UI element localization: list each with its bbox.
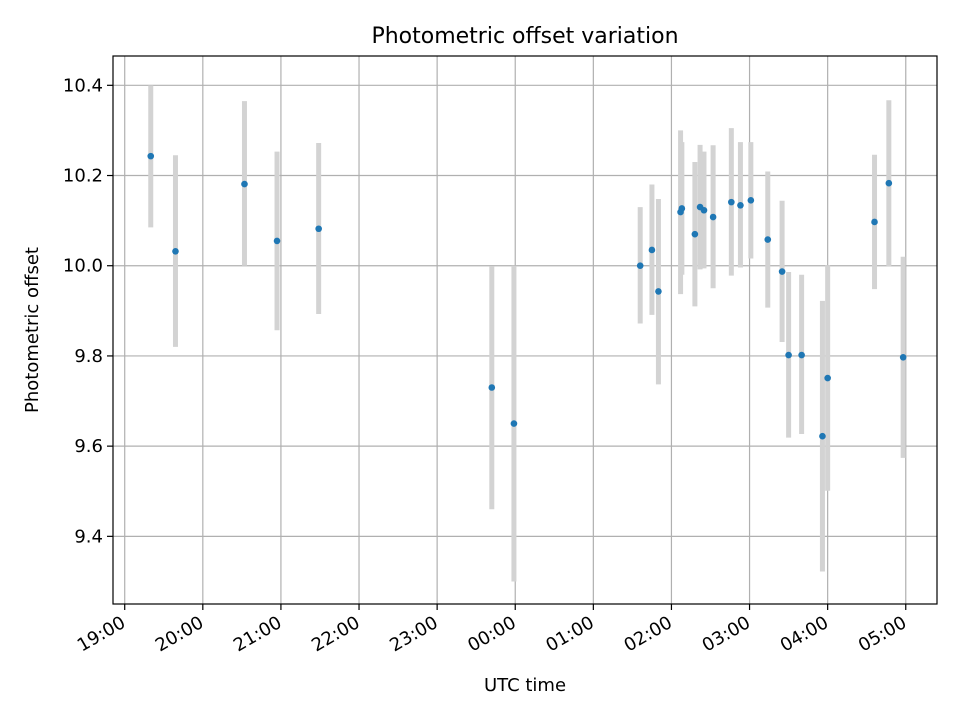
- data-point: [709, 213, 717, 221]
- y-tick-label: 9.4: [74, 526, 103, 547]
- data-point: [147, 152, 155, 160]
- data-point: [764, 236, 772, 243]
- data-point: [315, 225, 322, 233]
- y-tick-label: 10.4: [63, 75, 103, 96]
- data-point: [819, 432, 826, 440]
- y-tick-label: 9.8: [74, 346, 103, 367]
- data-point: [778, 268, 786, 275]
- data-point: [728, 198, 735, 206]
- data-point: [648, 246, 656, 254]
- data-point: [510, 420, 518, 427]
- data-point: [871, 218, 878, 226]
- y-tick-label: 10.2: [63, 166, 103, 187]
- data-point: [824, 374, 831, 382]
- data-point: [172, 247, 179, 255]
- y-tick-label: 9.6: [74, 436, 103, 457]
- data-point: [655, 288, 662, 295]
- data-point: [691, 230, 699, 238]
- data-point: [678, 205, 686, 212]
- data-point: [737, 201, 744, 209]
- data-point: [885, 179, 893, 187]
- x-axis-label: UTC time: [484, 675, 566, 696]
- data-point: [700, 206, 708, 214]
- data-point: [241, 180, 248, 188]
- data-point: [785, 351, 792, 359]
- data-point: [899, 353, 907, 361]
- data-point: [747, 197, 755, 204]
- data-points: [147, 152, 907, 440]
- data-point: [488, 384, 496, 391]
- data-point: [798, 351, 805, 359]
- chart-title: Photometric offset variation: [371, 24, 678, 49]
- y-axis-label: Photometric offset: [22, 247, 43, 413]
- data-point: [636, 262, 644, 270]
- y-axis-ticks: 9.4 9.6 9.8 10.0 10.2 10.4: [63, 75, 113, 547]
- data-point: [273, 237, 281, 245]
- plot-frame: [112, 55, 938, 605]
- y-tick-label: 10.0: [63, 256, 103, 277]
